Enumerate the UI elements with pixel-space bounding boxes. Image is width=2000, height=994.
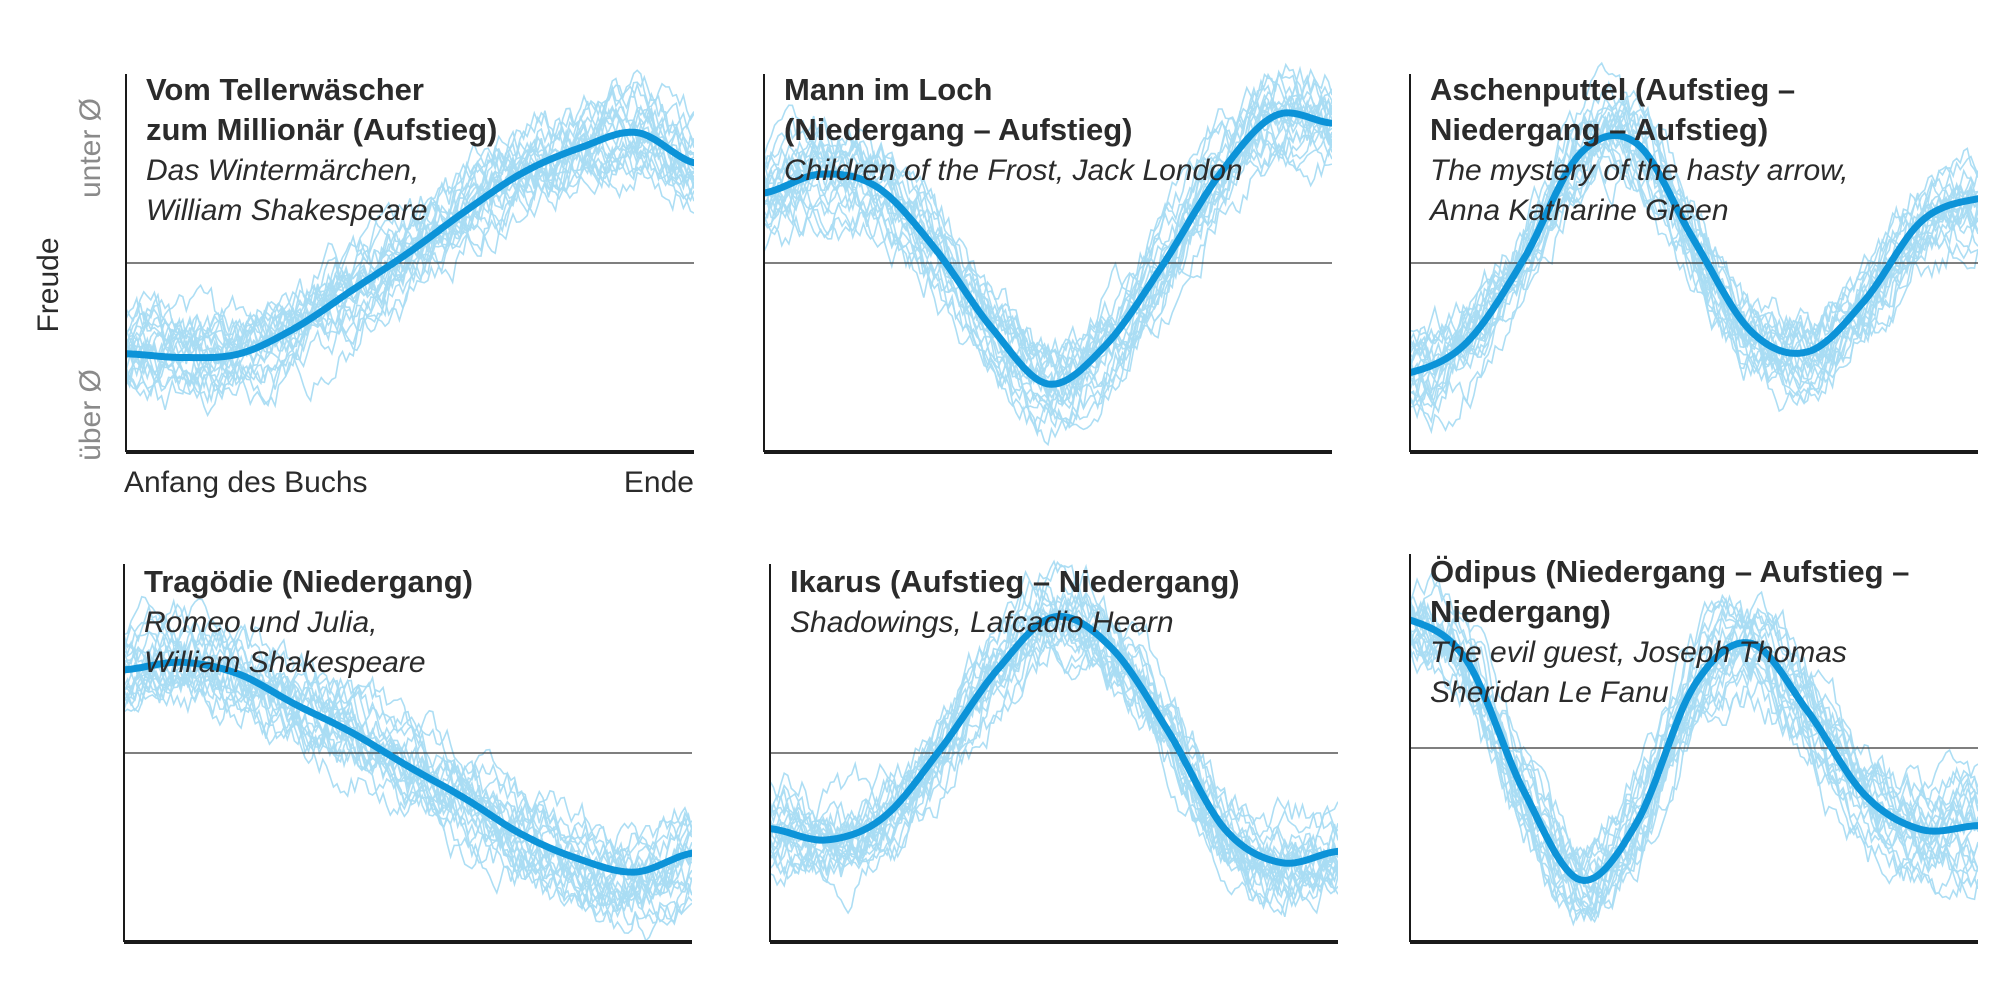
mean-line [124, 658, 692, 876]
sample-line [770, 608, 1338, 905]
sample-line [126, 126, 694, 410]
panel-subtitle: Romeo und Julia, [144, 606, 377, 639]
mean-line [1410, 616, 1978, 885]
sample-line [1410, 611, 1978, 918]
sample-line [124, 622, 692, 884]
sample-line [764, 105, 1332, 404]
sample-line [126, 106, 694, 363]
panel-title: Ödipus (Niedergang – Aufstieg – [1430, 554, 1909, 589]
sample-line [764, 62, 1332, 375]
mean-line [770, 612, 1338, 867]
panel-title: Niedergang) [1430, 594, 1611, 629]
panel-title: Aschenputtel (Aufstieg – [1430, 72, 1795, 107]
sample-line [1410, 597, 1978, 877]
panels: Vom Tellerwäscher zum Millionär (Aufstieg… [123, 61, 1978, 944]
sample-line [124, 627, 692, 872]
sample-line [126, 74, 694, 398]
sample-line [1410, 106, 1978, 389]
panel-subtitle: The evil guest, Joseph Thomas [1430, 636, 1847, 669]
panel-5: Ikarus (Aufstieg – Niedergang) Shadowings… [769, 559, 1338, 944]
panel-subtitle: Sheridan Le Fanu [1430, 676, 1669, 709]
sample-line [124, 617, 692, 895]
sample-line [1410, 636, 1978, 927]
panel-subtitle: Anna Katharine Green [1428, 194, 1729, 227]
panel-title: zum Millionär (Aufstieg) [146, 112, 497, 147]
sample-line [764, 95, 1332, 375]
panel-subtitle: Shadowings, Lafcadio Hearn [790, 606, 1174, 639]
sample-line [1410, 644, 1978, 922]
sample-line [126, 145, 694, 418]
panel-title: Niedergang – Aufstieg) [1430, 112, 1768, 147]
sample-line [764, 94, 1332, 409]
y-bottom-tick: über Ø [74, 369, 107, 461]
y-axis-label: Freude [32, 237, 65, 332]
y-top-tick: unter Ø [74, 98, 107, 198]
sample-line [770, 615, 1338, 905]
panel-title: (Niedergang – Aufstieg) [784, 112, 1133, 147]
sample-line [126, 77, 694, 401]
panel-2: Mann im Loch (Niedergang – Aufstieg) Child… [763, 62, 1332, 454]
sample-line [770, 579, 1338, 898]
sample-line [770, 593, 1338, 915]
panel-subtitle: William Shakespeare [144, 646, 426, 679]
sample-line [1410, 593, 1978, 873]
panel-3: Aschenputtel (Aufstieg – Niedergang – Auf… [1409, 61, 1978, 454]
mean-line [1410, 132, 1978, 377]
panel-title: Ikarus (Aufstieg – Niedergang) [790, 564, 1240, 599]
sample-line [126, 116, 694, 351]
panel-title: Mann im Loch [784, 72, 992, 107]
sample-line [1410, 623, 1978, 920]
panel-subtitle: Children of the Frost, Jack London [784, 154, 1243, 187]
mean-line [764, 109, 1332, 388]
sample-line [764, 117, 1332, 447]
panel-subtitle: Das Wintermärchen, [146, 154, 419, 187]
mean-line [126, 128, 694, 362]
sample-lines [126, 69, 694, 418]
panel-title: Tragödie (Niedergang) [144, 564, 473, 599]
panel-subtitle: William Shakespeare [146, 194, 428, 227]
panel-title: Vom Tellerwäscher [146, 72, 424, 107]
sample-line [124, 595, 692, 901]
panel-subtitle: The mystery of the hasty arrow, [1430, 154, 1849, 187]
panel-6: Ödipus (Niedergang – Aufstieg – Niedergan… [1409, 554, 1978, 944]
panel-4: Tragödie (Niedergang) Romeo und Julia, Wil… [123, 564, 692, 944]
sample-line [126, 85, 694, 349]
panel-1: Vom Tellerwäscher zum Millionär (Aufstieg… [125, 69, 694, 454]
x-start-tick: Anfang des Buchs [124, 466, 368, 499]
x-end-tick: Ende [624, 466, 694, 499]
sample-line [1410, 122, 1978, 391]
